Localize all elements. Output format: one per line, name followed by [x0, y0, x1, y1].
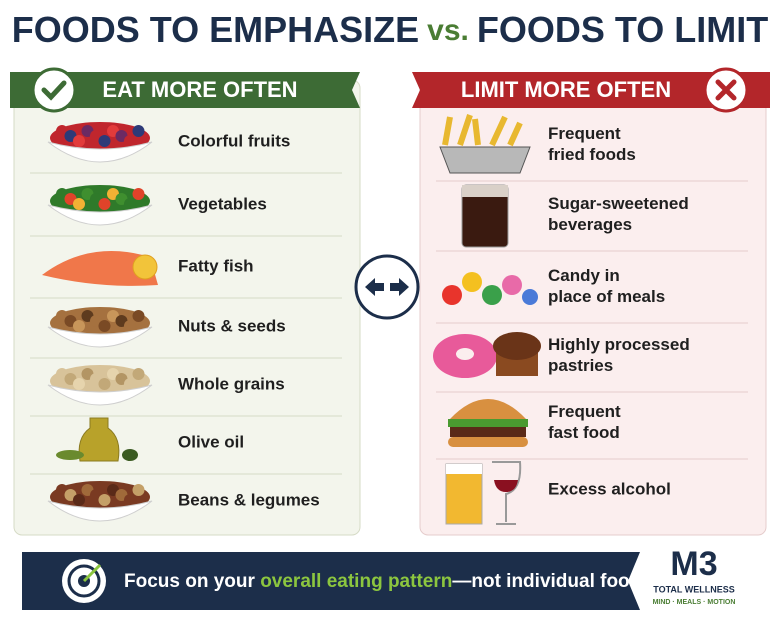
target-arrow — [82, 563, 102, 583]
logo-mark: M3 — [670, 545, 717, 583]
food-icon — [132, 125, 145, 137]
food-icon — [448, 419, 528, 427]
logo-tagline: MIND · MEALS · MOTION — [653, 599, 736, 606]
food-icon — [73, 320, 85, 332]
food-icon — [493, 332, 541, 360]
item-label: Candy in — [548, 266, 620, 285]
food-icon — [98, 135, 111, 147]
food-icon — [492, 461, 522, 525]
food-icon — [124, 494, 136, 506]
title: FOODS TO EMPHASIZE vs. FOODS TO LIMIT — [12, 9, 768, 50]
food-icon — [124, 320, 136, 332]
item-label: fried foods — [548, 145, 636, 164]
item-label: Fatty fish — [178, 256, 254, 275]
food-icon — [450, 399, 526, 419]
item-label: fast food — [548, 423, 620, 442]
food-icon — [439, 146, 531, 174]
footer-text: Focus on your overall eating pattern—not… — [124, 571, 657, 592]
item-label: Highly processed — [548, 335, 690, 354]
item-label: Whole grains — [178, 374, 285, 393]
food-icon — [446, 464, 482, 474]
food-icon — [73, 135, 85, 147]
food-icon — [98, 320, 111, 332]
item-label: Frequent — [548, 402, 621, 421]
target-ring — [67, 564, 101, 598]
food-icon — [47, 384, 153, 406]
check-mark — [41, 80, 67, 101]
food-icon — [124, 198, 136, 210]
item-label: Colorful fruits — [178, 131, 290, 150]
food-icon — [47, 141, 153, 163]
food-icon — [47, 326, 153, 348]
food-icon — [98, 378, 111, 390]
food-icon — [124, 378, 136, 390]
footer-after: —not individual foods. — [452, 571, 657, 592]
x-mark — [715, 79, 737, 101]
food-icon — [56, 450, 84, 460]
item-label: Frequent — [548, 124, 621, 143]
footer-before: Focus on your — [124, 571, 260, 592]
food-icon — [522, 289, 538, 305]
food-icon — [462, 272, 482, 292]
food-icon — [124, 135, 136, 147]
emphasize-banner — [10, 72, 360, 108]
limit-header: LIMIT MORE OFTEN — [461, 77, 671, 102]
food-icon — [78, 417, 120, 462]
emphasize-header: EAT MORE OFTEN — [102, 77, 297, 102]
food-icon — [132, 310, 145, 322]
food-icon — [98, 494, 111, 506]
food-icon — [47, 204, 153, 226]
food-icon — [442, 114, 523, 147]
food-icon — [450, 427, 526, 437]
limit-banner — [412, 72, 770, 108]
food-icon — [462, 185, 508, 197]
food-icon — [132, 368, 145, 380]
food-icon — [494, 480, 518, 492]
item-label: place of meals — [548, 287, 665, 306]
item-label: Beans & legumes — [178, 490, 320, 509]
check-icon — [31, 67, 77, 113]
food-icon — [502, 275, 522, 295]
item-label: Nuts & seeds — [178, 316, 286, 335]
title-vs: vs. — [427, 14, 469, 47]
item-label: Vegetables — [178, 194, 267, 213]
food-icon — [98, 198, 111, 210]
food-icon — [73, 198, 85, 210]
item-label: Sugar-sweetened — [548, 194, 689, 213]
food-icon — [132, 188, 145, 200]
food-icon — [456, 348, 474, 360]
food-icon — [482, 285, 502, 305]
item-label: Olive oil — [178, 432, 244, 451]
footer-highlight: overall eating pattern — [260, 571, 452, 592]
item-label: Excess alcohol — [548, 479, 671, 498]
title-right: FOODS TO LIMIT — [477, 9, 768, 50]
food-icon — [442, 285, 462, 305]
food-icon — [73, 494, 85, 506]
food-icon — [42, 251, 158, 286]
footer-banner — [22, 552, 640, 610]
food-icon — [73, 378, 85, 390]
food-icon — [448, 437, 528, 447]
item-label: pastries — [548, 356, 613, 375]
compare-icon — [354, 254, 420, 320]
food-icon — [47, 500, 153, 522]
food-icon — [132, 254, 158, 280]
compare-arrows — [365, 278, 409, 296]
logo-name: TOTAL WELLNESS — [653, 584, 735, 594]
title-left: FOODS TO EMPHASIZE — [12, 9, 419, 50]
food-icon — [122, 449, 138, 461]
item-label: beverages — [548, 215, 632, 234]
food-icon — [132, 484, 145, 496]
